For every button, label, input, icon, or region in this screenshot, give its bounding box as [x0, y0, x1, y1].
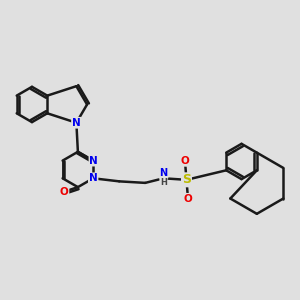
Text: O: O — [60, 187, 68, 197]
Text: O: O — [181, 156, 189, 166]
Text: N: N — [89, 173, 98, 183]
Text: N: N — [160, 168, 168, 178]
Text: S: S — [182, 173, 191, 186]
Text: O: O — [184, 194, 192, 204]
Text: H: H — [160, 178, 167, 188]
Text: N: N — [89, 156, 98, 166]
Text: N: N — [72, 118, 81, 128]
